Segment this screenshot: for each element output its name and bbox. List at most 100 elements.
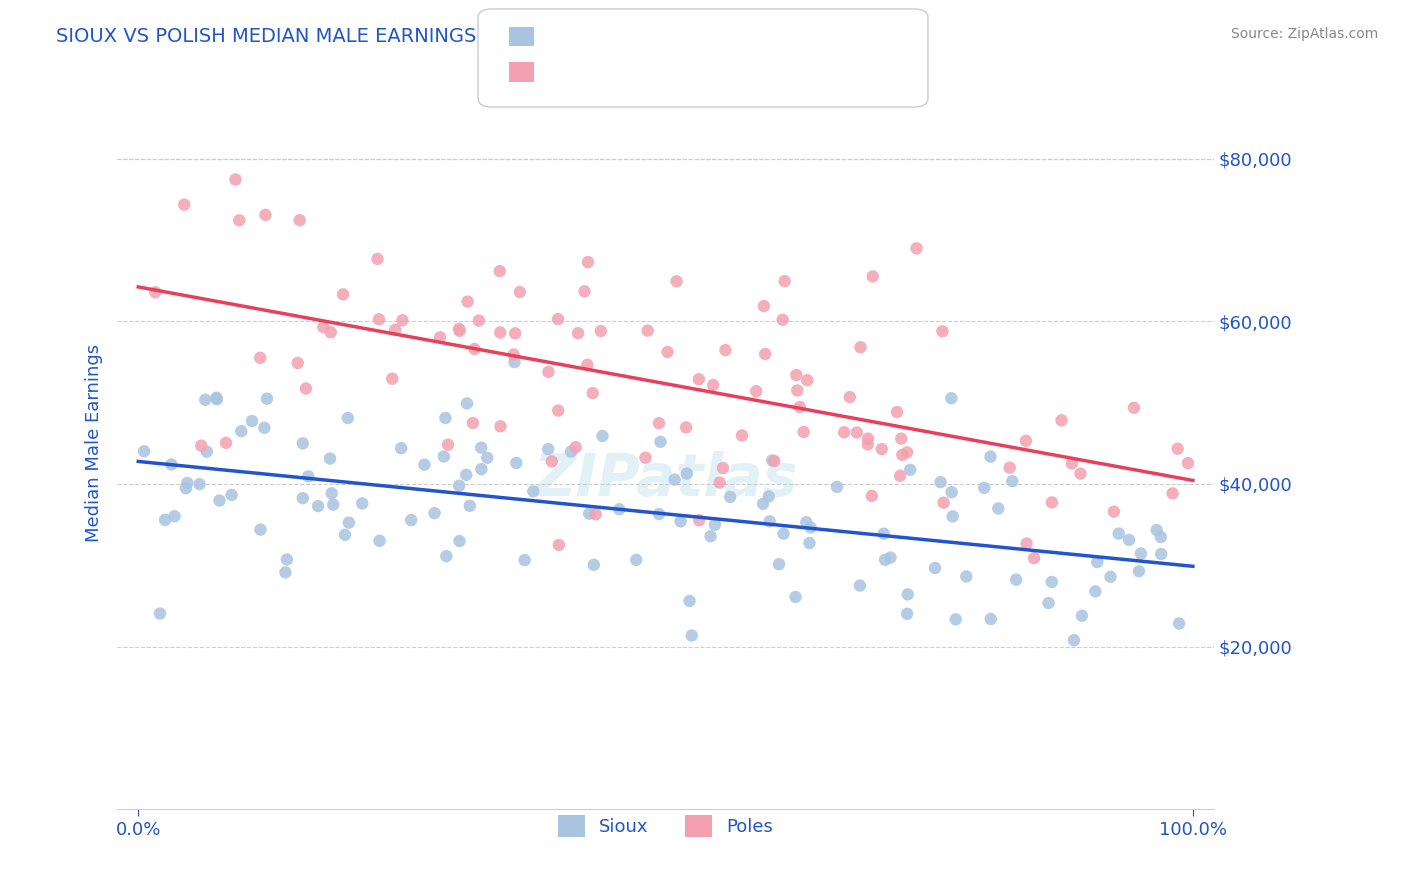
Poles (391, 313, 413, 327)
Sioux (1099, 570, 1122, 584)
Sioux (174, 481, 197, 495)
Sioux (221, 488, 243, 502)
Sioux (752, 497, 775, 511)
Sioux (1168, 616, 1191, 631)
Sioux (987, 501, 1010, 516)
Sioux (873, 526, 896, 541)
Poles (772, 312, 794, 326)
Poles (249, 351, 271, 365)
Poles (838, 390, 860, 404)
Poles (1050, 413, 1073, 427)
Sioux (896, 607, 918, 621)
Poles (998, 460, 1021, 475)
Sioux (434, 411, 457, 425)
Sioux (1129, 547, 1152, 561)
Sioux (537, 442, 560, 457)
Poles (870, 442, 893, 456)
Poles (437, 438, 460, 452)
Text: N =: N = (619, 68, 666, 86)
Sioux (794, 515, 817, 529)
Poles (786, 384, 808, 398)
Sioux (924, 561, 946, 575)
Sioux (297, 469, 319, 483)
Poles (173, 197, 195, 211)
Sioux (399, 513, 422, 527)
Poles (709, 475, 731, 490)
Poles (796, 373, 818, 387)
Poles (576, 358, 599, 372)
Sioux (456, 396, 478, 410)
Poles (832, 425, 855, 440)
Sioux (513, 553, 536, 567)
Sioux (307, 499, 329, 513)
Poles (589, 324, 612, 338)
Sioux (1118, 533, 1140, 547)
Poles (463, 342, 485, 356)
Poles (845, 425, 868, 440)
Sioux (1150, 530, 1173, 544)
Sioux (973, 481, 995, 495)
Sioux (291, 436, 314, 450)
Sioux (434, 549, 457, 564)
Text: -0.515: -0.515 (569, 32, 628, 50)
Sioux (626, 553, 648, 567)
Poles (745, 384, 768, 399)
Poles (752, 299, 775, 313)
Poles (1177, 456, 1199, 470)
Poles (502, 347, 524, 361)
Poles (368, 312, 391, 326)
Sioux (1085, 555, 1108, 569)
Sioux (800, 520, 823, 534)
Poles (773, 274, 796, 288)
Sioux (648, 507, 671, 521)
Sioux (188, 477, 211, 491)
Poles (1015, 536, 1038, 550)
Poles (1060, 457, 1083, 471)
Sioux (1001, 474, 1024, 488)
Poles (634, 450, 657, 465)
Sioux (132, 444, 155, 458)
Poles (287, 356, 309, 370)
Poles (564, 440, 586, 454)
Sioux (825, 480, 848, 494)
Sioux (1040, 574, 1063, 589)
Poles (381, 372, 404, 386)
Sioux (352, 496, 374, 510)
Poles (488, 264, 510, 278)
Text: N =: N = (619, 32, 666, 50)
Sioux (941, 391, 963, 405)
Poles (576, 255, 599, 269)
Sioux (249, 523, 271, 537)
Poles (849, 340, 872, 354)
Sioux (768, 558, 790, 572)
Y-axis label: Median Male Earnings: Median Male Earnings (86, 344, 103, 542)
Sioux (879, 550, 901, 565)
Sioux (319, 451, 342, 466)
Poles (856, 432, 879, 446)
Poles (931, 324, 953, 338)
Poles (1161, 486, 1184, 500)
Poles (312, 320, 335, 334)
Sioux (449, 534, 471, 549)
Sioux (718, 490, 741, 504)
Sioux (591, 429, 613, 443)
Poles (905, 241, 928, 255)
Poles (856, 437, 879, 451)
Poles (763, 454, 786, 468)
Poles (254, 208, 277, 222)
Sioux (664, 473, 686, 487)
Poles (890, 432, 912, 446)
Sioux (1146, 523, 1168, 537)
Poles (932, 496, 955, 510)
Poles (789, 400, 811, 414)
Sioux (1150, 547, 1173, 561)
Sioux (979, 450, 1001, 464)
Sioux (208, 493, 231, 508)
Text: R =: R = (541, 68, 578, 86)
Sioux (785, 590, 807, 604)
Sioux (1128, 564, 1150, 578)
Text: SIOUX VS POLISH MEDIAN MALE EARNINGS CORRELATION CHART: SIOUX VS POLISH MEDIAN MALE EARNINGS COR… (56, 27, 693, 45)
Poles (143, 285, 166, 300)
Sioux (194, 392, 217, 407)
Poles (1069, 467, 1091, 481)
